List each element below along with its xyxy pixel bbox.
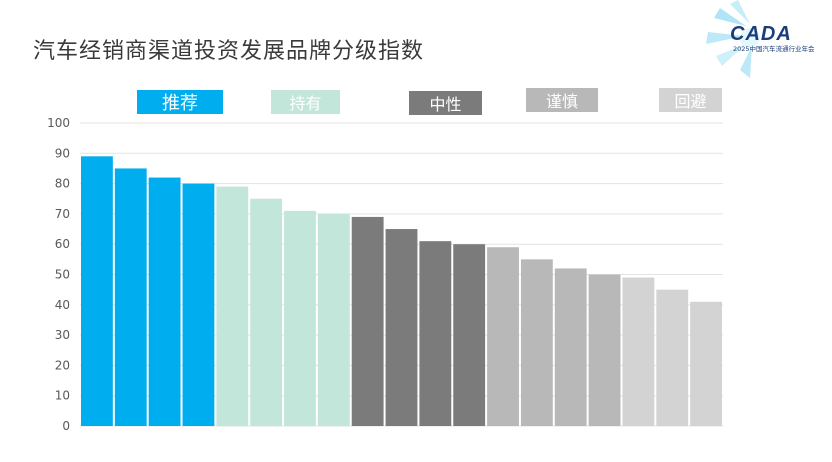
- bar: [690, 301, 722, 426]
- legend-item: 谨慎: [526, 88, 598, 112]
- logo-text: CADA: [730, 23, 792, 45]
- bar: [351, 216, 384, 426]
- legend-item: 回避: [659, 88, 722, 112]
- legend-label: 持有: [289, 94, 322, 113]
- bar: [317, 213, 350, 426]
- legend-item: 推荐: [137, 90, 223, 114]
- y-tick-label: 0: [62, 419, 70, 433]
- bar: [419, 241, 452, 426]
- logo-burst-icon: [706, 0, 760, 78]
- bar: [656, 289, 689, 426]
- bar: [554, 268, 587, 426]
- bar: [453, 244, 486, 426]
- legend-item: 持有: [271, 90, 340, 114]
- bar: [385, 229, 418, 426]
- y-tick-label: 20: [55, 358, 70, 372]
- logo-subtitle: 2025中国汽车流通行业年会: [733, 44, 815, 53]
- bar: [622, 277, 655, 426]
- bars: [81, 156, 722, 426]
- y-tick-label: 100: [47, 116, 70, 130]
- y-tick-label: 90: [55, 146, 70, 160]
- legend-label: 中性: [429, 95, 462, 114]
- y-tick-label: 10: [55, 389, 70, 403]
- bar: [520, 259, 553, 426]
- bar: [148, 177, 181, 426]
- bar: [216, 186, 249, 426]
- legend-item: 中性: [409, 91, 482, 115]
- bar: [81, 156, 113, 426]
- y-tick-label: 50: [55, 268, 70, 282]
- legend-label: 回避: [674, 92, 707, 111]
- y-tick-label: 40: [55, 298, 70, 312]
- legend-label: 推荐: [162, 93, 198, 114]
- y-tick-label: 60: [55, 237, 70, 251]
- bar: [182, 183, 215, 426]
- legend-label: 谨慎: [545, 92, 578, 111]
- page-title: 汽车经销商渠道投资发展品牌分级指数: [33, 39, 425, 64]
- bar: [284, 210, 316, 426]
- bar: [487, 247, 519, 426]
- cada-logo: CADA 2025中国汽车流通行业年会: [706, 0, 815, 78]
- bar: [114, 168, 147, 426]
- bar: [250, 198, 283, 426]
- y-tick-label: 70: [55, 207, 70, 221]
- bar: [588, 274, 621, 426]
- y-tick-label: 30: [55, 328, 70, 342]
- y-axis-ticks: 0 10 20 30 40 50 60 70 80 90 100: [47, 116, 70, 433]
- y-tick-label: 80: [55, 177, 70, 191]
